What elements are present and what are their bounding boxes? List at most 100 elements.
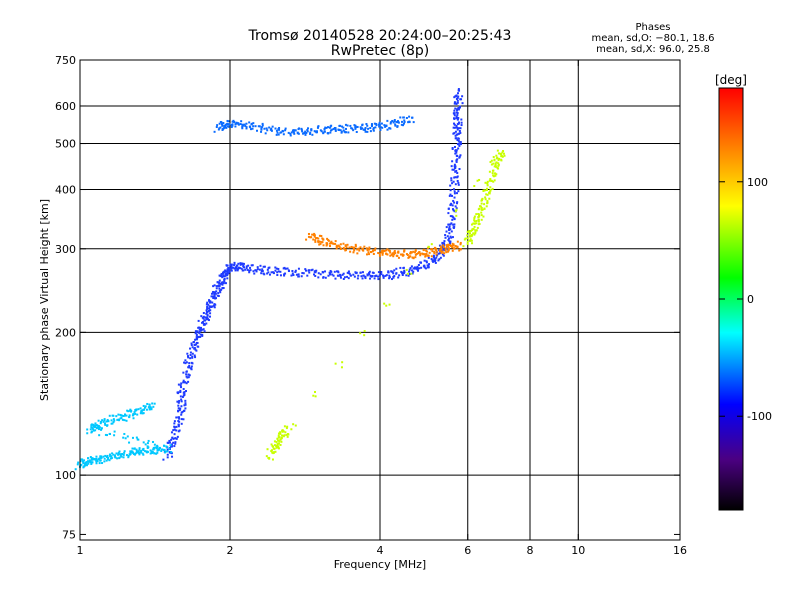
- y-tick-label: 750: [55, 54, 76, 67]
- data-point: [85, 464, 88, 467]
- data-point: [373, 249, 376, 252]
- data-point: [480, 218, 483, 221]
- data-point: [140, 411, 143, 414]
- data-point: [495, 154, 498, 157]
- data-point: [109, 457, 112, 460]
- data-point: [261, 268, 264, 271]
- data-point: [277, 133, 280, 136]
- data-point: [233, 267, 236, 270]
- data-point: [366, 253, 369, 256]
- data-point: [187, 376, 190, 379]
- data-point: [475, 213, 478, 216]
- data-point: [218, 281, 221, 284]
- data-point: [364, 130, 367, 133]
- data-point: [89, 456, 92, 459]
- data-point: [275, 133, 278, 136]
- data-point: [457, 190, 460, 193]
- data-point: [144, 450, 147, 453]
- data-point: [86, 457, 89, 460]
- data-point: [185, 375, 188, 378]
- phase-stats-title: Phases: [635, 22, 671, 33]
- data-point: [492, 169, 495, 172]
- data-point: [322, 244, 325, 247]
- data-point: [304, 130, 307, 133]
- data-point: [460, 118, 463, 121]
- data-point: [240, 267, 243, 270]
- data-point: [188, 362, 191, 365]
- data-point: [223, 280, 226, 283]
- data-point: [226, 125, 229, 128]
- data-point: [189, 347, 192, 350]
- data-point: [403, 269, 406, 272]
- phase-stats: Phases mean, sd,O: −80.1, 18.6 mean, sd,…: [588, 22, 718, 55]
- data-point: [191, 356, 194, 359]
- data-point: [219, 291, 222, 294]
- data-point: [177, 425, 180, 428]
- data-point: [196, 337, 199, 340]
- data-point: [116, 457, 119, 460]
- data-point: [291, 272, 294, 275]
- data-point: [205, 303, 208, 306]
- data-point: [447, 249, 450, 252]
- data-point: [146, 402, 149, 405]
- data-point: [370, 123, 373, 126]
- data-point: [192, 341, 195, 344]
- data-point: [206, 317, 209, 320]
- data-point: [482, 189, 485, 192]
- data-point: [305, 269, 308, 272]
- data-point: [361, 127, 364, 130]
- data-point: [453, 247, 456, 250]
- data-point: [460, 143, 463, 146]
- data-point: [428, 251, 431, 254]
- data-point: [137, 438, 140, 441]
- data-point: [445, 244, 448, 247]
- data-point: [225, 270, 228, 273]
- data-point: [166, 456, 169, 459]
- data-point: [475, 222, 478, 225]
- data-point: [411, 116, 414, 119]
- data-point: [454, 170, 457, 173]
- data-point: [311, 133, 314, 136]
- data-point: [310, 128, 313, 131]
- data-point: [278, 126, 281, 129]
- data-point: [222, 271, 225, 274]
- data-point: [290, 274, 293, 277]
- data-point: [490, 179, 493, 182]
- data-point: [165, 446, 168, 449]
- data-point: [313, 233, 316, 236]
- data-point: [185, 373, 188, 376]
- data-point: [254, 125, 257, 128]
- data-point: [279, 431, 282, 434]
- data-point: [156, 444, 159, 447]
- data-point: [218, 274, 221, 277]
- data-point: [451, 246, 454, 249]
- data-point: [456, 118, 459, 121]
- data-point: [341, 125, 344, 128]
- data-point: [212, 291, 215, 294]
- data-point: [389, 254, 392, 257]
- data-point: [347, 131, 350, 134]
- data-point: [294, 129, 297, 132]
- data-point: [277, 447, 280, 450]
- data-point: [168, 447, 171, 450]
- data-point: [259, 264, 262, 267]
- data-point: [453, 117, 456, 120]
- data-point: [403, 119, 406, 122]
- data-point: [236, 264, 239, 267]
- data-point: [407, 121, 410, 124]
- data-point: [109, 432, 112, 435]
- data-point: [388, 127, 391, 130]
- data-point: [447, 238, 450, 241]
- data-point: [184, 402, 187, 405]
- data-point: [180, 398, 183, 401]
- data-point: [455, 208, 458, 211]
- data-point: [451, 236, 454, 239]
- data-point: [472, 232, 475, 235]
- data-point: [365, 247, 368, 250]
- data-point: [490, 159, 493, 162]
- data-point: [452, 243, 455, 246]
- data-point: [281, 429, 284, 432]
- data-point: [270, 128, 273, 131]
- data-point: [215, 125, 218, 128]
- data-point: [468, 239, 471, 242]
